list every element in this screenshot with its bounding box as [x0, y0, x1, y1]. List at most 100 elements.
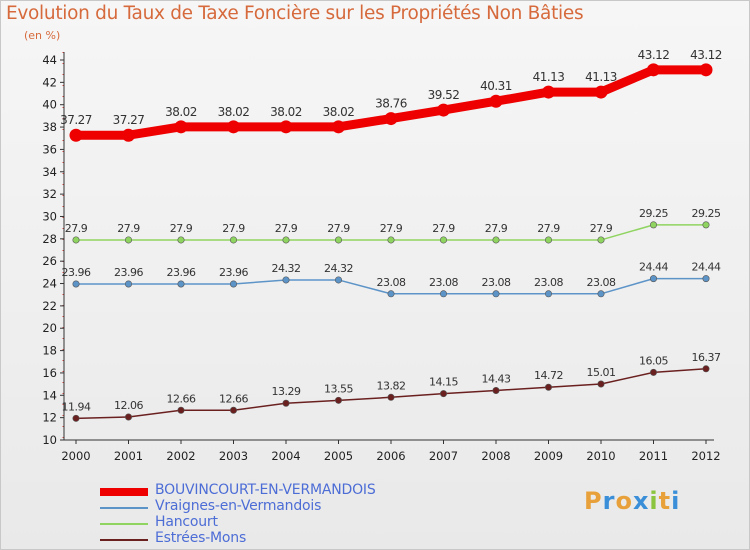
- data-point: [72, 236, 80, 244]
- data-point: [544, 290, 552, 298]
- data-point: [227, 120, 240, 134]
- data-point: [334, 396, 342, 404]
- data-point: [542, 85, 555, 99]
- data-label: 27.9: [170, 222, 193, 235]
- data-point: [282, 236, 290, 244]
- y-tick-label: 12: [42, 411, 57, 425]
- legend-label: Estrées-Mons: [155, 530, 247, 546]
- data-label: 23.08: [587, 276, 616, 289]
- y-tick-label: 10: [42, 433, 57, 447]
- data-label: 40.31: [480, 79, 512, 93]
- y-tick-label: 20: [42, 321, 57, 335]
- data-label: 29.25: [639, 207, 668, 220]
- data-label: 23.08: [534, 276, 563, 289]
- y-tick-label: 42: [42, 75, 57, 89]
- data-label: 12.06: [114, 399, 143, 412]
- data-point: [230, 280, 238, 288]
- data-point: [72, 280, 80, 288]
- data-point: [439, 290, 447, 298]
- data-label: 16.05: [639, 354, 668, 367]
- x-tick-label: 2005: [324, 449, 353, 463]
- data-point: [174, 120, 188, 134]
- data-label: 39.52: [428, 88, 460, 102]
- data-point: [332, 120, 345, 134]
- x-tick-label: 2000: [61, 449, 90, 463]
- logo-letter: i: [649, 487, 659, 515]
- data-point: [387, 236, 395, 244]
- data-point: [544, 236, 552, 244]
- data-point: [125, 236, 133, 244]
- data-label: 14.43: [482, 372, 511, 385]
- data-point: [69, 128, 83, 142]
- data-point: [387, 290, 395, 298]
- data-label: 13.82: [377, 379, 406, 392]
- data-label: 23.08: [429, 276, 458, 289]
- legend-swatch: [100, 488, 148, 496]
- data-point: [699, 63, 713, 77]
- y-tick-label: 22: [42, 299, 57, 313]
- data-point: [597, 290, 605, 298]
- data-label: 27.9: [485, 222, 508, 235]
- data-label: 16.37: [692, 351, 721, 364]
- chart-title: Evolution du Taux de Taxe Foncière sur l…: [6, 3, 584, 24]
- y-tick-label: 18: [42, 344, 57, 358]
- logo-letter: t: [658, 487, 672, 515]
- y-tick-label: 38: [42, 120, 57, 134]
- data-point: [647, 63, 660, 77]
- unit-label: (en %): [24, 29, 61, 42]
- logo-letter: i: [671, 487, 681, 515]
- logo-letter: o: [615, 487, 633, 515]
- logo-letter: P: [584, 487, 603, 515]
- data-label: 12.66: [219, 392, 248, 405]
- data-point: [544, 383, 552, 391]
- y-tick-label: 26: [42, 254, 57, 268]
- x-tick-label: 2003: [219, 449, 248, 463]
- data-point: [702, 275, 710, 283]
- data-point: [384, 112, 398, 126]
- data-point: [122, 128, 135, 142]
- x-tick-label: 2009: [534, 449, 563, 463]
- data-label: 38.76: [375, 97, 407, 111]
- data-label: 38.02: [323, 105, 355, 119]
- data-point: [282, 399, 290, 407]
- data-point: [334, 276, 342, 284]
- proxiti-logo: Proxiti: [584, 487, 680, 515]
- legend-label: Hancourt: [155, 514, 218, 530]
- data-point: [492, 386, 500, 394]
- y-tick-label: 44: [42, 53, 57, 67]
- data-point: [492, 290, 500, 298]
- data-label: 15.01: [587, 366, 616, 379]
- data-point: [177, 236, 185, 244]
- data-point: [334, 236, 342, 244]
- logo-letter: x: [632, 487, 650, 515]
- legend-label: Vraignes-en-Vermandois: [155, 498, 322, 514]
- data-label: 13.29: [272, 385, 301, 398]
- x-tick-label: 2007: [429, 449, 458, 463]
- data-label: 27.9: [590, 222, 613, 235]
- x-tick-label: 2008: [481, 449, 510, 463]
- data-point: [230, 406, 238, 414]
- data-label: 13.55: [324, 382, 353, 395]
- y-tick-label: 40: [42, 98, 57, 112]
- data-label: 24.44: [639, 261, 668, 274]
- data-label: 38.02: [270, 105, 302, 119]
- data-label: 24.32: [272, 262, 301, 275]
- data-point: [230, 236, 238, 244]
- y-tick-label: 24: [42, 277, 57, 291]
- data-point: [177, 406, 185, 414]
- data-label: 29.25: [692, 207, 721, 220]
- logo-letter: r: [602, 487, 616, 515]
- data-label: 41.13: [585, 70, 617, 84]
- data-label: 27.9: [222, 222, 245, 235]
- data-label: 23.96: [62, 266, 91, 279]
- data-point: [177, 280, 185, 288]
- y-tick-label: 34: [42, 165, 57, 179]
- data-label: 23.96: [167, 266, 196, 279]
- data-point: [439, 236, 447, 244]
- y-tick-label: 32: [42, 187, 57, 201]
- legend-swatch: [100, 523, 148, 525]
- data-label: 27.9: [275, 222, 298, 235]
- data-point: [649, 221, 657, 229]
- data-point: [125, 280, 133, 288]
- data-label: 24.44: [692, 261, 721, 274]
